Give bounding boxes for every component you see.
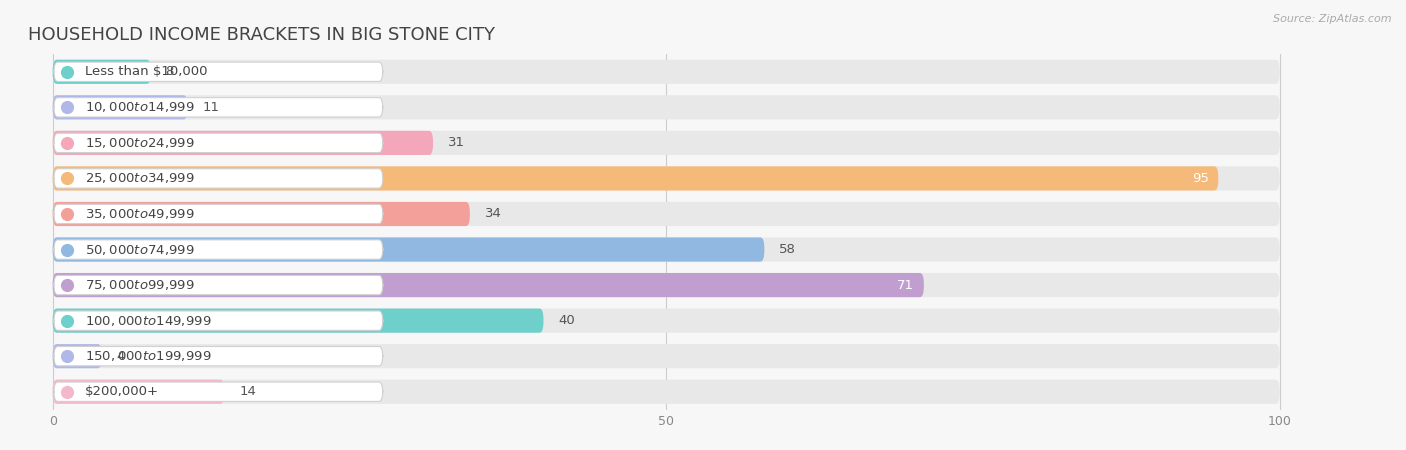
FancyBboxPatch shape [53, 346, 382, 366]
Text: $10,000 to $14,999: $10,000 to $14,999 [84, 100, 194, 114]
FancyBboxPatch shape [53, 204, 382, 224]
Text: $75,000 to $99,999: $75,000 to $99,999 [84, 278, 194, 292]
Text: 4: 4 [117, 350, 125, 363]
Text: $50,000 to $74,999: $50,000 to $74,999 [84, 243, 194, 256]
Text: 8: 8 [166, 65, 174, 78]
Text: 71: 71 [897, 279, 914, 292]
FancyBboxPatch shape [52, 380, 225, 404]
FancyBboxPatch shape [52, 309, 1279, 333]
FancyBboxPatch shape [53, 133, 382, 153]
FancyBboxPatch shape [52, 95, 1279, 119]
FancyBboxPatch shape [52, 273, 924, 297]
FancyBboxPatch shape [52, 273, 1279, 297]
FancyBboxPatch shape [53, 275, 382, 295]
FancyBboxPatch shape [52, 166, 1219, 190]
FancyBboxPatch shape [52, 309, 544, 333]
FancyBboxPatch shape [53, 62, 382, 81]
Text: $200,000+: $200,000+ [84, 385, 159, 398]
FancyBboxPatch shape [52, 344, 1279, 368]
Text: 11: 11 [202, 101, 219, 114]
Text: 31: 31 [447, 136, 465, 149]
FancyBboxPatch shape [53, 169, 382, 188]
Text: $25,000 to $34,999: $25,000 to $34,999 [84, 171, 194, 185]
Text: $15,000 to $24,999: $15,000 to $24,999 [84, 136, 194, 150]
FancyBboxPatch shape [53, 311, 382, 330]
FancyBboxPatch shape [52, 238, 1279, 261]
Text: $35,000 to $49,999: $35,000 to $49,999 [84, 207, 194, 221]
FancyBboxPatch shape [52, 166, 1279, 190]
FancyBboxPatch shape [52, 202, 470, 226]
Text: 14: 14 [239, 385, 256, 398]
FancyBboxPatch shape [52, 380, 1279, 404]
Text: Source: ZipAtlas.com: Source: ZipAtlas.com [1274, 14, 1392, 23]
FancyBboxPatch shape [52, 202, 1279, 226]
FancyBboxPatch shape [53, 98, 382, 117]
FancyBboxPatch shape [52, 131, 1279, 155]
Text: 40: 40 [558, 314, 575, 327]
FancyBboxPatch shape [52, 60, 1279, 84]
FancyBboxPatch shape [52, 60, 150, 84]
Text: 58: 58 [779, 243, 796, 256]
FancyBboxPatch shape [53, 382, 382, 401]
Text: $150,000 to $199,999: $150,000 to $199,999 [84, 349, 211, 363]
Text: Less than $10,000: Less than $10,000 [84, 65, 207, 78]
FancyBboxPatch shape [52, 131, 433, 155]
Text: 95: 95 [1192, 172, 1209, 185]
FancyBboxPatch shape [52, 95, 187, 119]
Text: 34: 34 [485, 207, 502, 220]
Text: HOUSEHOLD INCOME BRACKETS IN BIG STONE CITY: HOUSEHOLD INCOME BRACKETS IN BIG STONE C… [28, 26, 495, 44]
FancyBboxPatch shape [52, 238, 765, 261]
FancyBboxPatch shape [52, 344, 101, 368]
Text: $100,000 to $149,999: $100,000 to $149,999 [84, 314, 211, 328]
FancyBboxPatch shape [53, 240, 382, 259]
